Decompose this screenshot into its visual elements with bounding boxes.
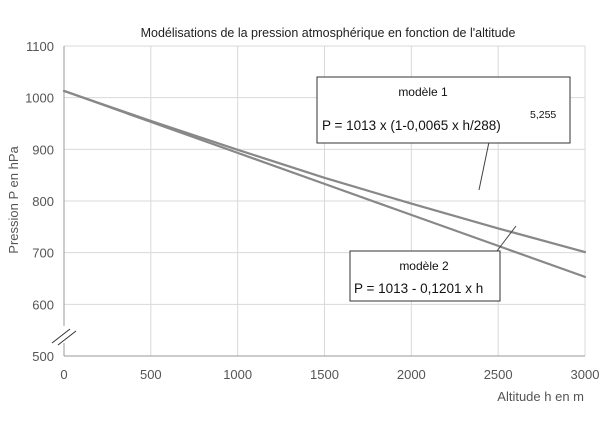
model-1-name: modèle 1 <box>398 85 448 99</box>
model-1-equation-exponent: 5,255 <box>530 109 556 121</box>
y-tick-label: 900 <box>32 142 54 157</box>
model-2-box <box>349 250 501 302</box>
model-1-equation-base: P = 1013 x (1-0,0065 x h/288) <box>322 118 501 133</box>
model-2-name: modèle 2 <box>399 259 449 273</box>
x-tick-label: 1500 <box>310 367 339 382</box>
model-1-box <box>316 76 571 144</box>
model-1-leader-line <box>478 141 490 191</box>
y-tick-label: 1000 <box>25 91 54 106</box>
y-tick-label: 600 <box>32 297 54 312</box>
x-tick-label: 2500 <box>484 367 513 382</box>
series-lines <box>62 89 587 278</box>
y-tick-label: 1100 <box>26 39 54 54</box>
model-1-equation: P = 1013 x (1-0,0065 x h/288) <box>322 118 501 133</box>
model-1-callout: modèle 1 P = 1013 x (1-0,0065 x h/288) 5… <box>316 76 571 191</box>
model-2-equation: P = 1013 - 0,1201 x h <box>354 281 483 296</box>
model-2-callout: modèle 2 P = 1013 - 0,1201 x h <box>349 225 517 302</box>
model-2-leader-line <box>496 225 517 252</box>
y-tick-label: 800 <box>32 194 54 209</box>
y-tick-label: 700 <box>32 246 54 261</box>
tick-labels: 500 600 700 800 900 1000 1100 0 500 1000 1500 2000 2… <box>25 39 599 382</box>
y-axis-label: Pression P en hPa <box>6 146 21 254</box>
chart-title: Modélisations de la pression atmosphériq… <box>141 26 516 40</box>
x-tick-label: 2000 <box>397 367 426 382</box>
series-line-model-2 <box>62 89 587 278</box>
y-tick-label: 500 <box>32 349 54 364</box>
x-tick-label: 0 <box>60 367 67 382</box>
axis-break-mark <box>50 326 80 346</box>
x-axis-label: Altitude h en m <box>497 389 584 404</box>
x-tick-label: 500 <box>140 367 162 382</box>
x-tick-label: 3000 <box>571 367 600 382</box>
x-tick-label: 1000 <box>223 367 252 382</box>
